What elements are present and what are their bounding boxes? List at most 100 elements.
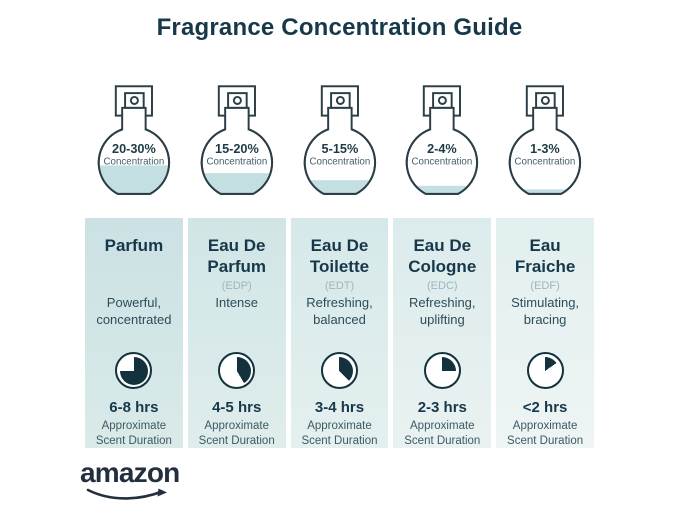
nozzle-icon [541, 95, 551, 105]
nozzle-icon [232, 95, 242, 105]
amazon-wordmark: amazon [80, 457, 180, 488]
bottle-neck [326, 106, 353, 131]
duration-label-line1: Approximate [101, 420, 167, 432]
bottle-liquid [509, 189, 581, 194]
nozzle-icon [438, 95, 448, 105]
duration-label-line1: Approximate [512, 420, 578, 432]
card-description: Intense [215, 295, 259, 311]
bottles-row: 20-30% Concentration 15-20% Concentratio… [85, 84, 594, 202]
duration-value: 6-8 hrs [109, 399, 159, 416]
bottle-liquid [304, 180, 375, 194]
clock-icon [423, 352, 461, 390]
duration-label-line2: Scent Duration [301, 434, 378, 447]
clock-icon [526, 352, 564, 390]
clock-row [297, 345, 383, 397]
card-description: Refreshing, balanced [306, 295, 373, 328]
card-title: Eau De Parfum [207, 236, 266, 276]
amazon-logo: amazon [80, 458, 200, 510]
duration-label-line2: Scent Duration [404, 434, 481, 447]
card-title: Parfum [104, 236, 164, 255]
card-title: Eau De Cologne [408, 236, 477, 276]
duration-label: Approximate Scent Duration [194, 419, 280, 448]
duration-label-line1: Approximate [307, 420, 372, 432]
duration-label: Approximate Scent Duration [91, 419, 177, 448]
nozzle-icon [129, 95, 139, 105]
duration-label-line2: Scent Duration [95, 434, 172, 447]
bottle-neck [121, 106, 147, 131]
duration-label-line1: Approximate [410, 420, 475, 432]
clock-pie [531, 356, 560, 385]
bottle-eau-de-cologne: 2-4% Concentration [393, 84, 491, 202]
bottle-concentration-label: Concentration [103, 157, 164, 168]
bottle-eau-de-parfum: 15-20% Concentration [188, 84, 286, 202]
clock-row [502, 345, 588, 397]
card-title: Eau De Toilette [309, 236, 370, 276]
perfume-bottle-icon: 5-15% Concentration [303, 85, 376, 195]
card-abbreviation: (EDF) [530, 280, 560, 292]
clock-row [194, 345, 280, 397]
card-description: Refreshing, uplifting [409, 295, 476, 328]
duration-value: 2-3 hrs [417, 399, 467, 416]
duration-value: 4-5 hrs [212, 399, 262, 416]
card-abbreviation: (EDC) [427, 280, 458, 292]
bottle-eau-fraiche: 1-3% Concentration [496, 84, 594, 202]
bottle-percent-label: 2-4% [427, 141, 457, 156]
card-head: Eau De Parfum (EDP) [194, 218, 280, 294]
bottle-concentration-label: Concentration [206, 157, 267, 168]
card-abbreviation: (EDT) [324, 280, 355, 292]
bottle-concentration-label: Concentration [412, 157, 473, 168]
bottle-percent-label: 20-30% [112, 141, 156, 156]
bottle-liquid [201, 173, 272, 194]
bottle-concentration-label: Concentration [515, 157, 576, 168]
card-eau-fraiche: Eau Fraiche (EDF) Stimulating, bracing <… [496, 218, 594, 448]
clock-pie [119, 356, 148, 385]
card-abbreviation: (EDP) [221, 280, 252, 292]
page-title: Fragrance Concentration Guide [156, 14, 523, 41]
bottle-neck [532, 106, 558, 131]
duration-label-line2: Scent Duration [507, 434, 584, 447]
card-eau-de-toilette: Eau De Toilette (EDT) Refreshing, balanc… [290, 218, 389, 448]
amazon-smile-icon [86, 488, 167, 500]
duration-label: Approximate Scent Duration [297, 419, 383, 448]
clock-pie [325, 356, 354, 385]
card-head: Eau Fraiche (EDF) [502, 218, 588, 294]
card-head: Parfum [91, 218, 177, 294]
perfume-bottle-icon: 20-30% Concentration [97, 85, 171, 195]
card-eau-de-cologne: Eau De Cologne (EDC) Refreshing, uplifti… [393, 218, 492, 448]
bottle-neck [429, 106, 456, 131]
bottle-percent-label: 5-15% [321, 141, 358, 156]
cards-row: Parfum Powerful, concentrated 6-8 hrs Ap… [85, 218, 594, 448]
nozzle-icon [335, 95, 345, 105]
clock-icon [218, 352, 256, 390]
clock-row [91, 345, 177, 397]
card-parfum: Parfum Powerful, concentrated 6-8 hrs Ap… [85, 218, 183, 448]
perfume-bottle-icon: 1-3% Concentration [508, 85, 582, 195]
duration-label: Approximate Scent Duration [399, 419, 485, 448]
duration-label: Approximate Scent Duration [502, 419, 588, 448]
duration-value: <2 hrs [522, 399, 568, 416]
bottle-neck [223, 106, 250, 131]
card-description: Powerful, concentrated [96, 295, 172, 328]
bottle-liquid [98, 165, 170, 194]
clock-icon [320, 352, 358, 390]
bottle-percent-label: 1-3% [530, 141, 560, 156]
bottle-percent-label: 15-20% [215, 141, 259, 156]
card-title: Eau Fraiche [514, 236, 576, 276]
card-head: Eau De Toilette (EDT) [297, 218, 383, 294]
bottle-liquid [407, 185, 478, 194]
perfume-bottle-icon: 2-4% Concentration [406, 85, 479, 195]
perfume-bottle-icon: 15-20% Concentration [200, 85, 273, 195]
clock-pie [222, 356, 251, 385]
duration-label-line1: Approximate [204, 420, 269, 432]
clock-row [399, 345, 485, 397]
bottle-eau-de-toilette: 5-15% Concentration [291, 84, 389, 202]
bottle-concentration-label: Concentration [309, 157, 370, 168]
duration-value: 3-4 hrs [314, 399, 365, 416]
clock-pie [428, 356, 457, 385]
bottle-parfum: 20-30% Concentration [85, 84, 183, 202]
clock-icon [115, 352, 153, 390]
duration-label-line2: Scent Duration [198, 434, 275, 447]
card-eau-de-parfum: Eau De Parfum (EDP) Intense 4-5 hrs Appr… [187, 218, 286, 448]
card-head: Eau De Cologne (EDC) [399, 218, 485, 294]
